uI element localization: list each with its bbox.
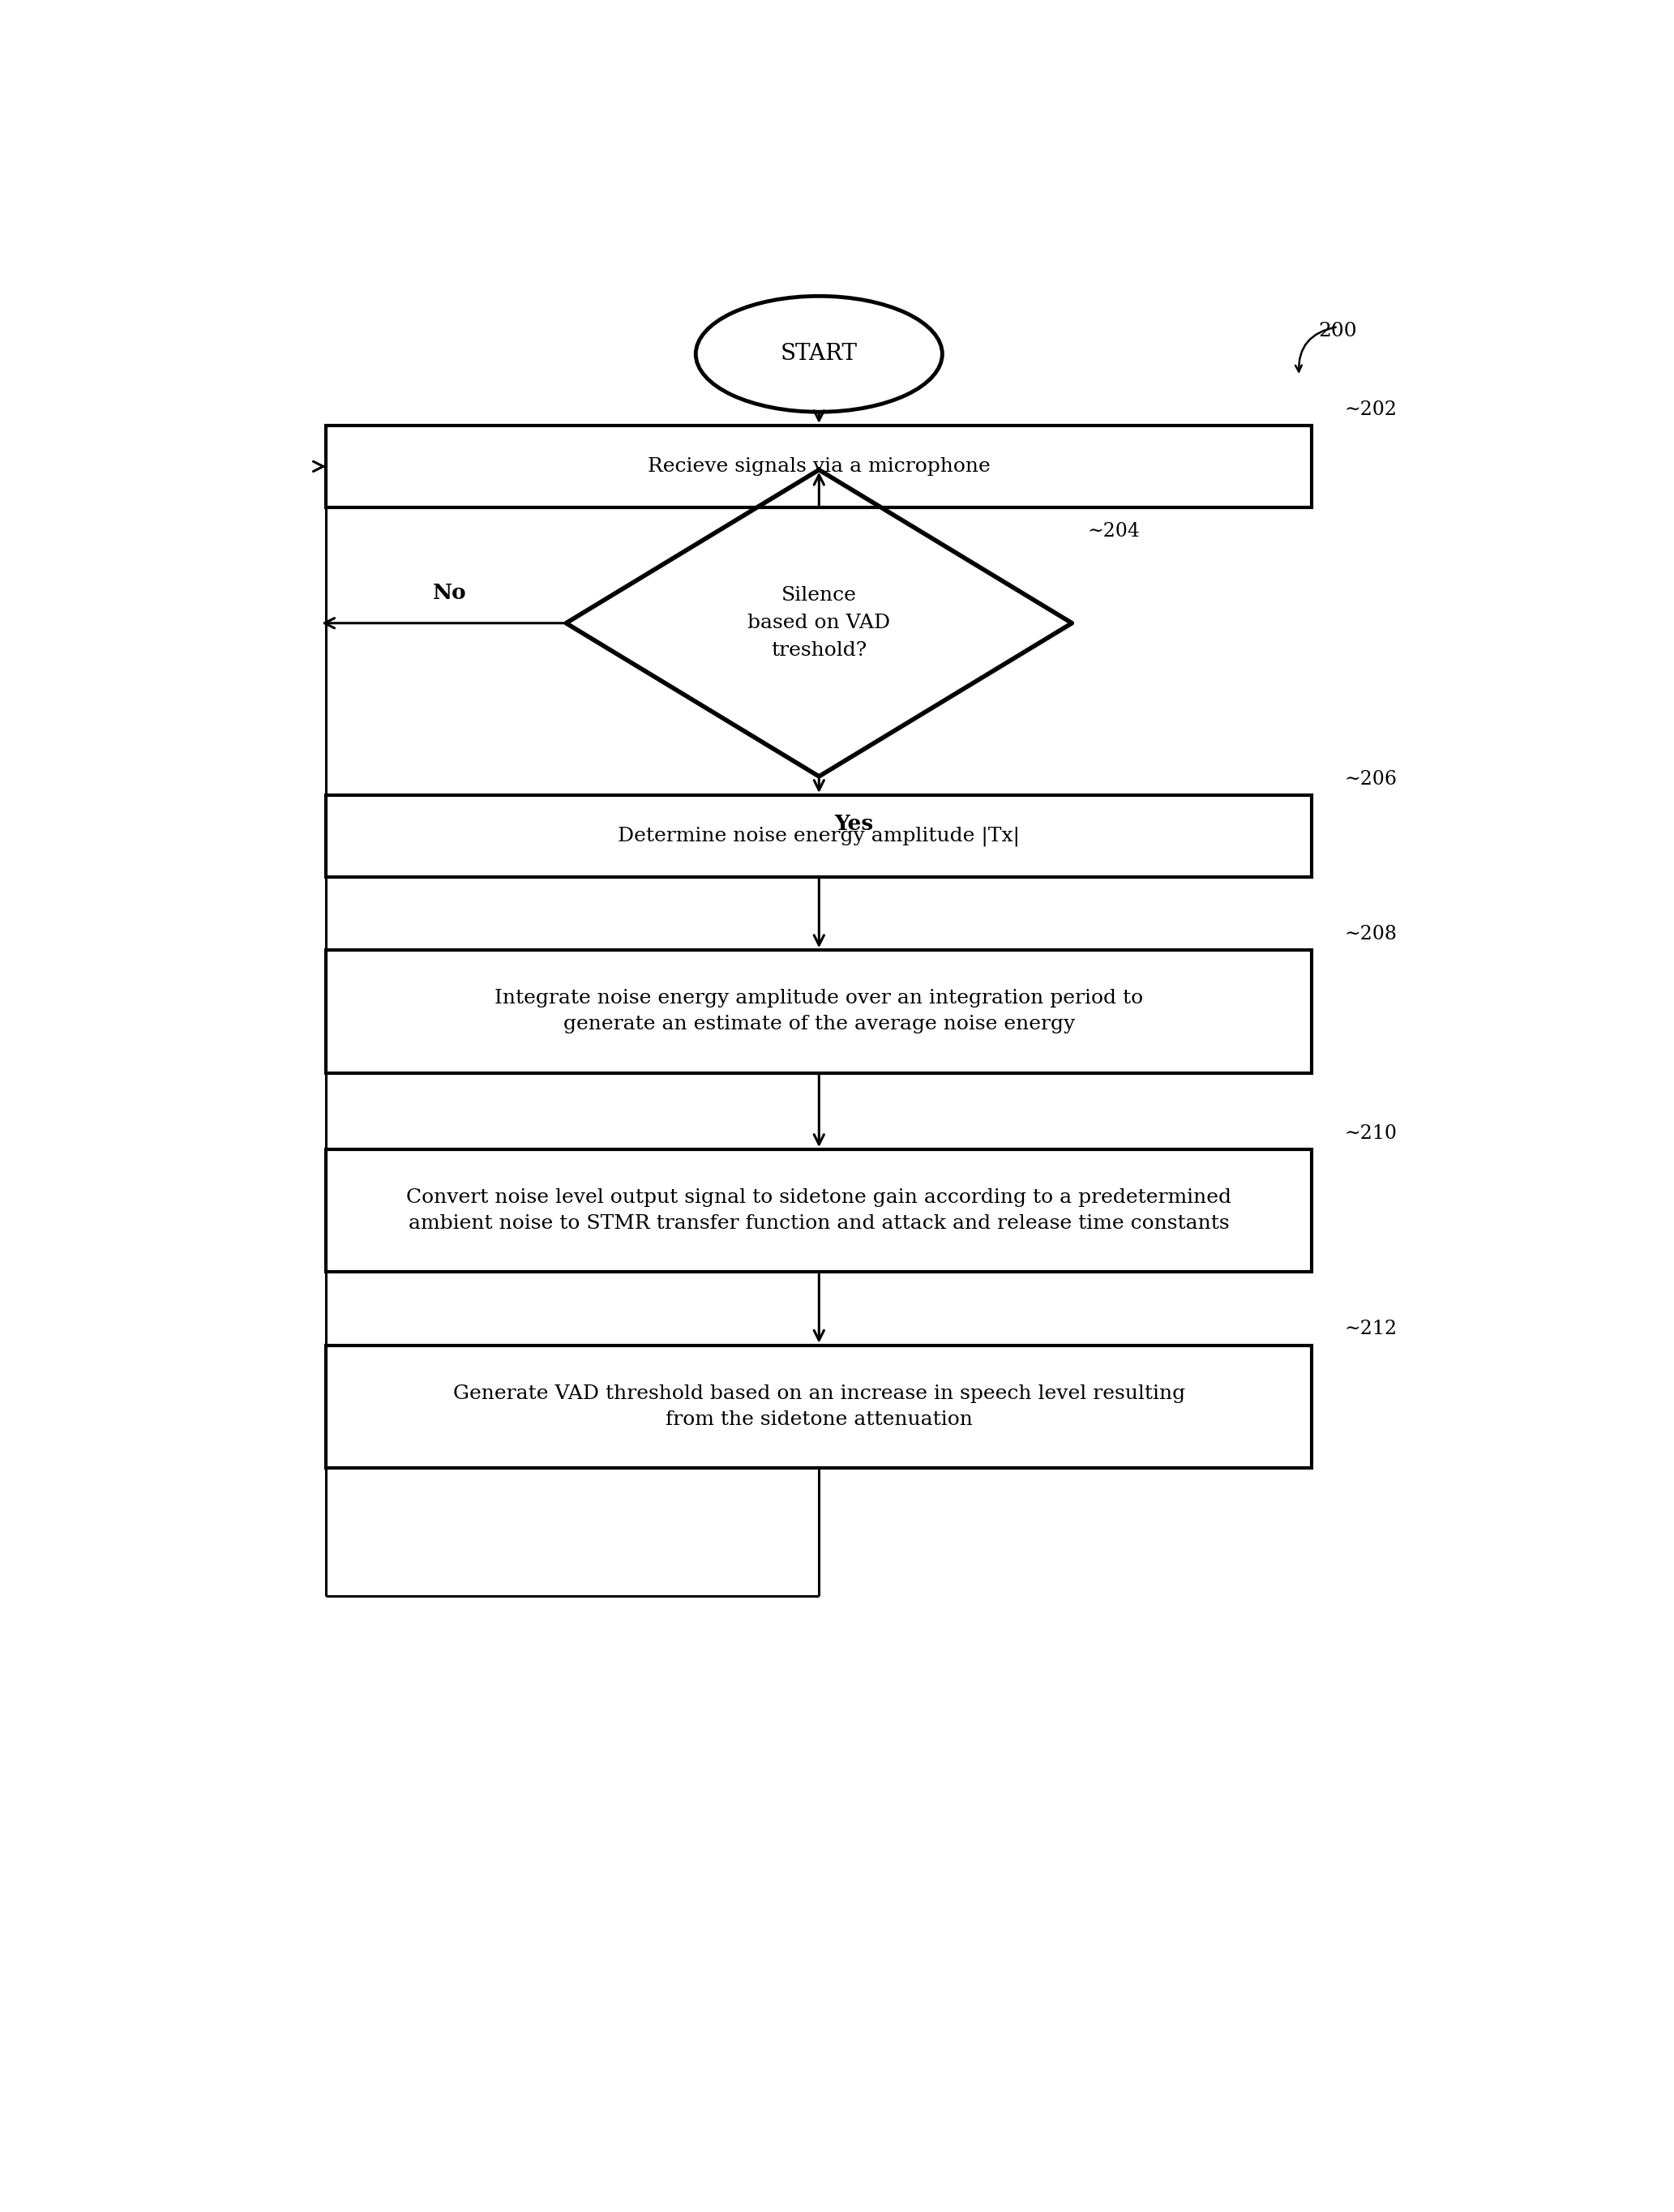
Bar xyxy=(326,1345,1312,1469)
Polygon shape xyxy=(566,469,1071,776)
Bar xyxy=(326,794,1312,876)
Text: ∼208: ∼208 xyxy=(1344,925,1398,942)
Text: Integrate noise energy amplitude over an integration period to
generate an estim: Integrate noise energy amplitude over an… xyxy=(496,989,1143,1033)
Bar xyxy=(326,425,1312,507)
Text: Silence
based on VAD
treshold?: Silence based on VAD treshold? xyxy=(748,586,891,659)
Text: Determine noise energy amplitude |Tx|: Determine noise energy amplitude |Tx| xyxy=(618,825,1019,845)
Text: ∼206: ∼206 xyxy=(1344,770,1398,787)
Text: Generate VAD threshold based on an increase in speech level resulting
from the s: Generate VAD threshold based on an incre… xyxy=(454,1385,1185,1429)
Ellipse shape xyxy=(696,296,942,411)
Text: 200: 200 xyxy=(1319,321,1358,341)
Text: START: START xyxy=(780,343,857,365)
Text: ∼210: ∼210 xyxy=(1344,1124,1398,1144)
Text: Convert noise level output signal to sidetone gain according to a predetermined
: Convert noise level output signal to sid… xyxy=(407,1188,1232,1232)
Bar xyxy=(326,1150,1312,1272)
Text: Yes: Yes xyxy=(835,814,874,834)
Text: ∼212: ∼212 xyxy=(1344,1321,1398,1338)
Text: Recieve signals via a microphone: Recieve signals via a microphone xyxy=(648,458,991,476)
Bar xyxy=(326,951,1312,1073)
Text: ∼202: ∼202 xyxy=(1344,400,1398,418)
Text: ∼204: ∼204 xyxy=(1088,522,1140,540)
Text: No: No xyxy=(432,582,465,602)
